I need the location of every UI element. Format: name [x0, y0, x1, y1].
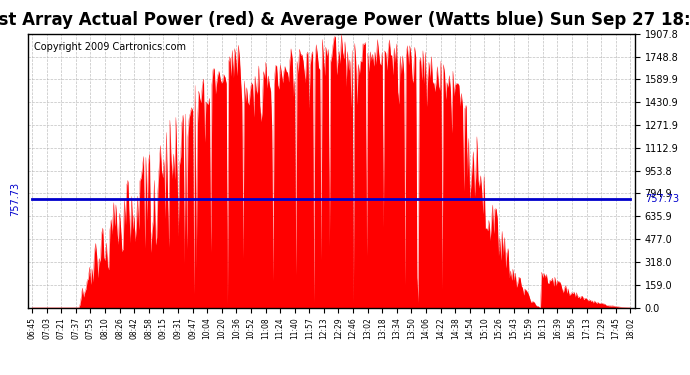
Text: East Array Actual Power (red) & Average Power (Watts blue) Sun Sep 27 18:18: East Array Actual Power (red) & Average …: [0, 11, 690, 29]
Text: 757.73: 757.73: [10, 182, 20, 216]
Text: 757.73: 757.73: [645, 194, 679, 204]
Text: Copyright 2009 Cartronics.com: Copyright 2009 Cartronics.com: [34, 42, 186, 52]
